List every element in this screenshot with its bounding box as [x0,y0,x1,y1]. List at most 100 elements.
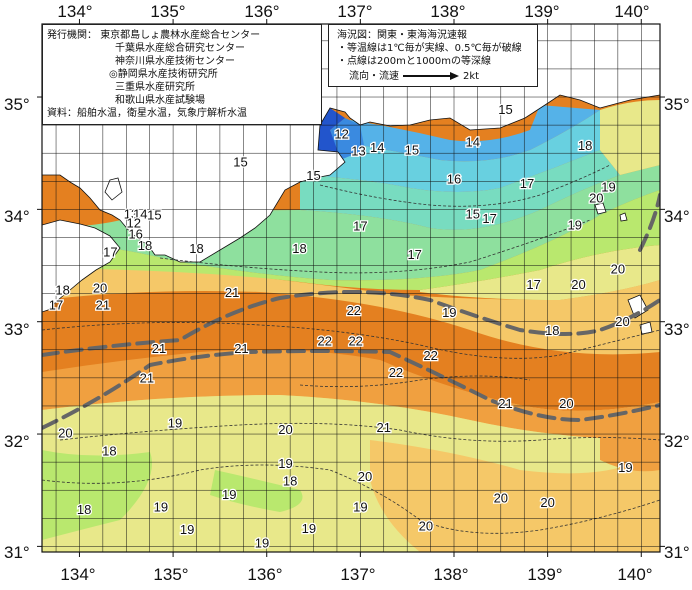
water-band-18-south [42,450,152,540]
lat-tick-31-right: 31° [664,543,690,562]
publisher-info-box: 発行機関： 東京都島しょ農林水産総合センター 千葉県水産総合研究センター 神奈川… [42,24,322,125]
legend-box: 海況図：関東・東海海況速報 ・等温線は1℃毎が実線、0.5℃毎が破線 ・点線は2… [328,24,538,87]
isotherm-label: 21 [96,297,110,312]
current-scale-label: 流向・流速 [349,71,399,82]
isotherm-label: 15 [498,102,512,117]
publisher-label: 発行機関： [47,30,97,41]
isotherm-label: 17 [353,219,367,234]
isotherm-label: 20 [611,261,625,276]
lon-tick-139-bottom: 139° [527,565,563,584]
lat-tick-31-left: 31° [4,543,30,562]
isotherm-label: 17 [49,297,63,312]
isotherm-label: 16 [447,172,461,187]
publisher-5: 三重県水産研究所 [115,82,195,93]
publisher-3: 神奈川県水産技術センター [115,56,235,67]
isotherm-label: 12 [334,127,348,142]
isotherm-label: 22 [318,333,332,348]
isotherm-label: 19 [618,460,632,475]
lat-tick-35-right: 35° [664,95,690,114]
isotherm-label: 16 [128,227,142,242]
lon-tick-137-top: 137° [337,2,373,21]
axis-tick-marks [37,19,665,557]
isotherm-label: 17 [407,247,421,262]
isotherm-label: 21 [225,285,239,300]
isotherm-label: 22 [423,348,437,363]
current-arrow-icon [403,72,459,80]
lat-tick-33-left: 33° [4,320,30,339]
isotherm-label: 18 [189,241,203,256]
isotherm-label: 13 [124,206,138,221]
isotherm-label: 19 [180,522,194,537]
isotherm-label: 20 [358,469,372,484]
lon-tick-135-top: 135° [150,2,186,21]
isotherm-contour [159,219,591,274]
isotherm-label: 22 [347,303,361,318]
isotherm-contour [59,422,660,442]
water-band-15 [300,110,600,192]
isotherm-label: 21 [498,396,512,411]
lon-tick-138-top: 138° [430,2,466,21]
isotherm-label: 13 [351,143,365,158]
isotherm-label: 21 [234,341,248,356]
isotherm-label: 15 [465,206,479,221]
isotherm-label: 17 [482,211,496,226]
isotherm-label: 20 [571,277,585,292]
isotherm-label: 19 [154,500,168,515]
isotherm-label: 18 [292,241,306,256]
isotherm-label: 15 [306,168,320,183]
lon-tick-136-bottom: 136° [247,565,283,584]
land-izu-islands [594,202,653,335]
isotherm-label: 18 [578,138,592,153]
isotherm-label: 22 [389,365,403,380]
lat-tick-32-left: 32° [4,432,30,451]
current-scale-legend: 流向・流速 2kt [337,70,533,83]
lat-tick-34-right: 34° [664,207,690,226]
isotherm-label: 20 [278,422,292,437]
legend-note-isobath: ・点線は200mと1000mの等深線 [337,56,492,67]
isotherm-label: 20 [419,519,433,534]
isotherm-label: 19 [278,456,292,471]
lon-tick-138-bottom: 138° [433,565,469,584]
isotherm-label: 20 [559,396,573,411]
isotherm-label: 19 [568,218,582,233]
isotherm-label: 15 [405,142,419,157]
publisher-2: 千葉県水産総合研究センター [115,43,245,54]
lon-tick-140-top: 140° [614,2,650,21]
isotherm-label: 18 [283,474,297,489]
lon-tick-136-top: 136° [244,2,280,21]
isotherm-label: 15 [233,155,247,170]
isotherm-label: 20 [589,191,603,206]
water-band-21-patch [600,420,660,472]
land-awaji [104,177,123,201]
isotherm-label: 18 [138,238,152,253]
water-band-19-east [600,100,660,175]
lon-tick-134-top: 134° [57,2,93,21]
lon-tick-137-bottom: 137° [340,565,376,584]
lon-tick-140-bottom: 140° [617,565,653,584]
lat-tick-35-left: 35° [4,95,30,114]
isotherm-label: 20 [58,425,72,440]
lon-tick-134-bottom: 134° [60,565,96,584]
isotherm-label: 12 [127,215,141,230]
isotherm-label: 19 [255,536,269,551]
isotherm-label: 17 [526,277,540,292]
publisher-6: 和歌山県水産試験場 [115,95,205,106]
isotherm-label: 17 [103,245,117,260]
isotherm-label: 22 [348,333,362,348]
isotherm-label: 19 [222,487,236,502]
water-band-14 [330,105,600,162]
lat-tick-33-right: 33° [664,320,690,339]
isotherm-contour [299,375,531,388]
kuroshio-current-axis-3 [638,193,660,252]
kuroshio-current-axis-1 [42,289,660,357]
isotherm-label: 19 [302,521,316,536]
isotherm-contour [42,322,660,359]
water-band-18-patch [210,470,303,512]
isotherm-label: 21 [140,370,154,385]
publisher-4: ◎静岡県水産技術研究所 [109,69,218,80]
isotherm-label: 19 [353,500,367,515]
isotherm-label: 14 [465,134,479,149]
isotherm-label: 15 [147,207,161,222]
